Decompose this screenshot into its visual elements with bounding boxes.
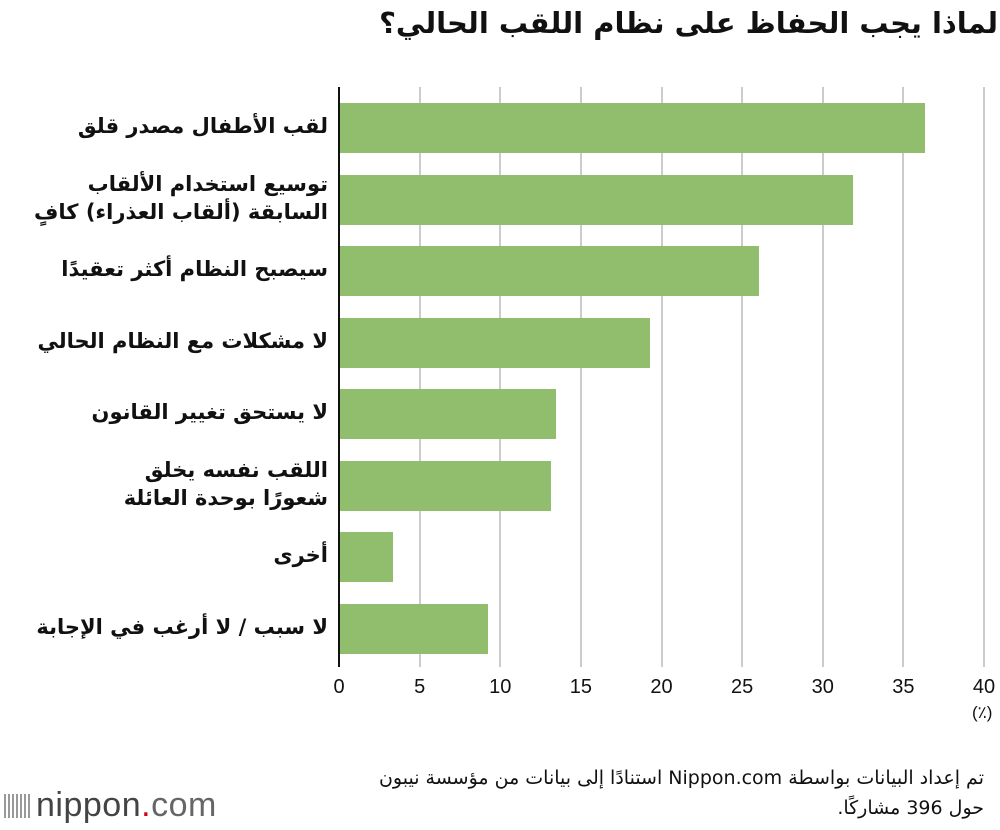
category-label: لا يستحق تغيير القانون [91, 400, 328, 424]
bar [340, 246, 760, 296]
logo-bars-icon [4, 794, 30, 818]
gridline [499, 87, 502, 667]
bar [340, 460, 552, 511]
gridline [902, 87, 905, 667]
bar [340, 103, 926, 153]
gridline [579, 87, 582, 667]
gridline [418, 87, 421, 667]
x-tick-label: 5 [414, 676, 426, 698]
chart-title: لماذا يجب الحفاظ على نظام اللقب الحالي؟ [379, 6, 998, 40]
source-note: تم إعداد البيانات بواسطة Nippon.com استن… [379, 763, 984, 823]
plot-area [338, 87, 985, 667]
source-line-1: تم إعداد البيانات بواسطة Nippon.com استن… [378, 767, 984, 789]
x-tick-label: 35 [892, 676, 915, 698]
category-label: سيصبح النظام أكثر تعقيدًا [61, 257, 328, 281]
category-label: اللقب نفسه يخلق شعورًا بوحدة العائلة [123, 457, 328, 510]
category-label: أخرى [273, 543, 328, 567]
gridline [741, 87, 744, 667]
bar [340, 317, 650, 368]
category-label: لقب الأطفال مصدر قلق [77, 114, 328, 138]
bar [340, 532, 394, 582]
gridline [660, 87, 663, 667]
x-axis-unit: (٪) [972, 703, 993, 722]
bar [340, 174, 853, 225]
x-tick-label: 10 [489, 676, 512, 698]
category-label: لا سبب / لا أرغب في الإجابة [36, 614, 328, 639]
category-label: توسيع استخدام الألقاب السابقة (ألقاب العذ… [34, 171, 328, 224]
x-tick-label: 15 [569, 676, 592, 698]
gridline [821, 87, 824, 667]
x-tick-label: 40 [972, 676, 996, 698]
bar [340, 389, 557, 439]
category-label: لا مشكلات مع النظام الحالي [37, 328, 328, 353]
x-tick-label: 0 [333, 676, 345, 698]
x-tick-label: 30 [811, 676, 834, 698]
bar [340, 603, 489, 654]
x-tick-label: 20 [650, 676, 673, 698]
gridline [983, 87, 985, 667]
y-axis-line [338, 87, 340, 667]
source-line-2: حول 396 مشاركًا. [837, 797, 984, 819]
nippon-logo: nippon.com [4, 786, 217, 825]
x-tick-label: 25 [731, 676, 754, 698]
